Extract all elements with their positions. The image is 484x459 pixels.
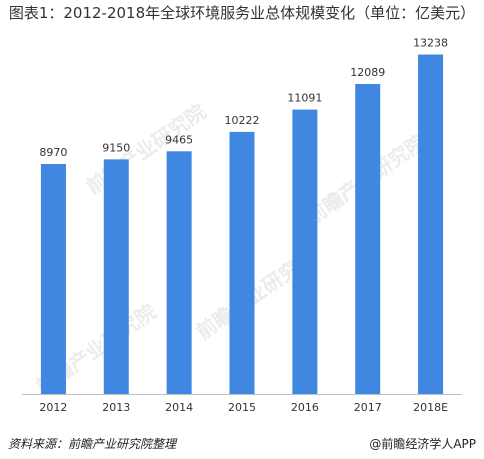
x-tick-label-2013: 2013 [102, 401, 130, 414]
bar-2013 [103, 159, 129, 394]
x-tick-label-2014: 2014 [165, 401, 193, 414]
chart-title-text: 图表1：2012-2018年全球环境服务业总体规模变化（单位：亿美元） [8, 4, 476, 22]
bar-2015 [229, 131, 255, 394]
x-tick-label-2012: 2012 [39, 401, 67, 414]
bar-2017 [355, 84, 381, 394]
data-labels-group: 8970 9150 9465 10222 11091 12089 13238 [39, 37, 448, 159]
data-label-2018E: 13238 [413, 37, 448, 50]
bar-2012 [40, 163, 66, 394]
x-tick-label-2018E: 2018E [413, 401, 448, 414]
x-tick-labels-group: 2012 2013 2014 2015 2016 2017 2018E [39, 401, 448, 414]
bars-group [40, 54, 444, 395]
bar-2016 [292, 109, 318, 395]
bar-2018E [418, 54, 444, 394]
data-label-2014: 9465 [165, 133, 193, 146]
data-label-2016: 11091 [287, 92, 322, 105]
data-label-2015: 10222 [225, 114, 260, 127]
bar-2014 [166, 151, 192, 394]
source-note: 资料来源：前瞻产业研究院整理 [8, 437, 177, 451]
data-label-2017: 12089 [350, 66, 385, 79]
x-tick-label-2016: 2016 [291, 401, 319, 414]
data-label-2012: 8970 [39, 146, 67, 159]
brand-credit: @前瞻经济学人APP [369, 435, 476, 452]
data-label-2013: 9150 [102, 141, 130, 154]
x-tick-label-2015: 2015 [228, 401, 256, 414]
brand-text: @前瞻经济学人APP [369, 437, 476, 451]
footer: 资料来源：前瞻产业研究院整理 @前瞻经济学人APP [0, 430, 484, 459]
chart-title: 图表1：2012-2018年全球环境服务业总体规模变化（单位：亿美元） [0, 4, 484, 22]
x-tick-label-2017: 2017 [354, 401, 382, 414]
